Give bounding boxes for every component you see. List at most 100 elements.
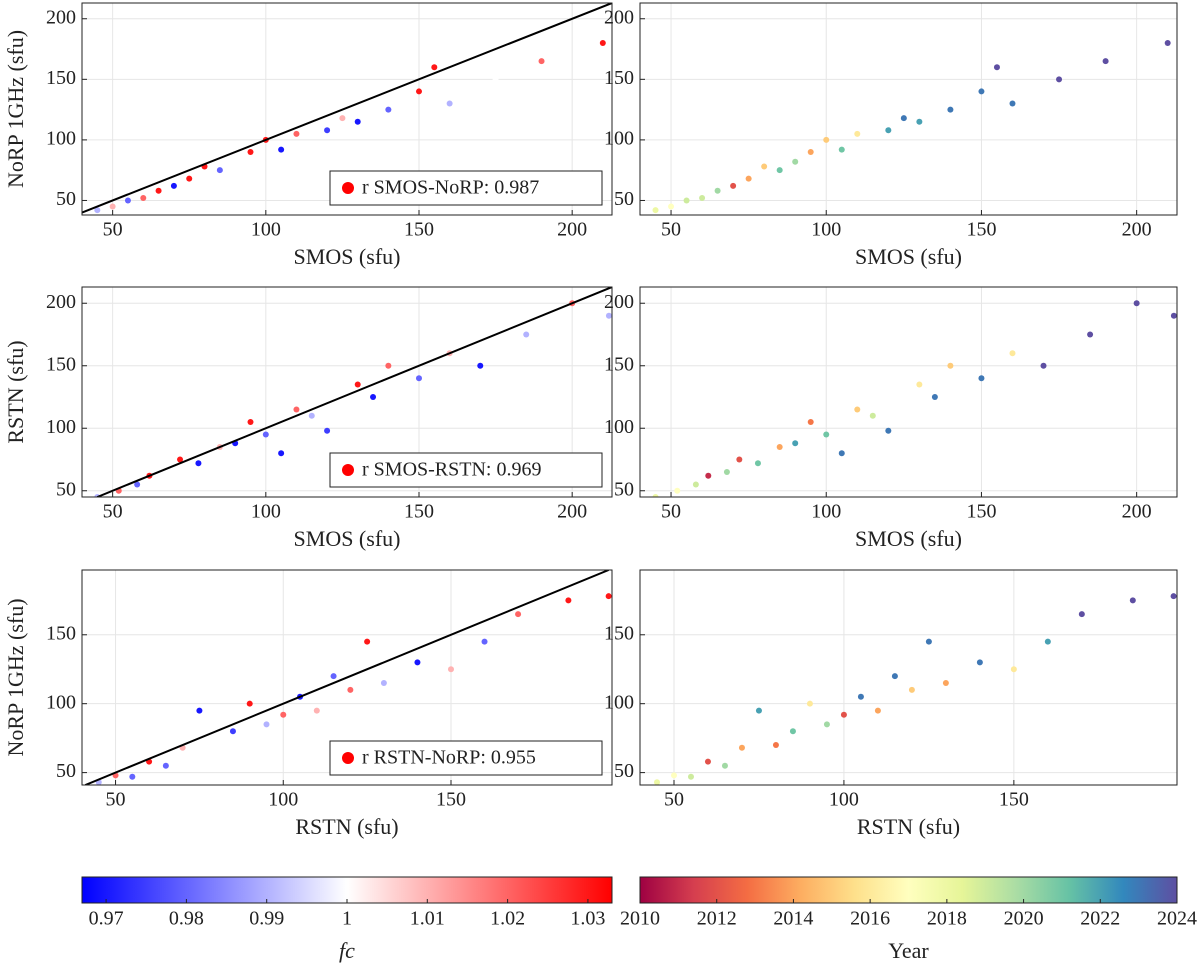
colorbar-label: Year xyxy=(888,938,929,963)
x-tick-label: 100 xyxy=(829,789,859,811)
point xyxy=(354,381,361,388)
colorbar-tick-label: 2012 xyxy=(697,908,737,930)
point xyxy=(736,456,743,463)
point xyxy=(916,118,923,125)
y-tick-label: 200 xyxy=(46,291,76,313)
point xyxy=(140,195,147,202)
point xyxy=(838,450,845,457)
plot-area xyxy=(640,3,1177,215)
point xyxy=(652,207,659,214)
colorbar-label: fc xyxy=(339,938,355,963)
point xyxy=(755,707,762,714)
point xyxy=(857,693,864,700)
legend-marker xyxy=(342,182,354,194)
y-tick-label: 50 xyxy=(614,478,634,500)
y-tick-label: 100 xyxy=(604,691,634,713)
point xyxy=(515,611,522,618)
point xyxy=(978,88,985,95)
point xyxy=(565,597,572,604)
y-axis-label: RSTN (sfu) xyxy=(3,340,28,443)
colorbar-tick-label: 2016 xyxy=(850,908,890,930)
x-tick-label: 150 xyxy=(404,501,434,523)
x-tick-label: 150 xyxy=(966,219,996,241)
axes-frame xyxy=(639,569,1178,786)
y-tick-label: 150 xyxy=(46,622,76,644)
x-axis-label: SMOS (sfu) xyxy=(294,526,401,551)
y-tick-label: 50 xyxy=(614,188,634,210)
point xyxy=(324,127,331,134)
point xyxy=(772,742,779,749)
point xyxy=(931,394,938,400)
colorbar-tick-label: 0.99 xyxy=(249,908,284,930)
point xyxy=(792,158,799,165)
point xyxy=(885,127,892,134)
y-tick-label: 150 xyxy=(604,622,634,644)
point xyxy=(599,39,606,46)
legend-box xyxy=(329,170,603,206)
colorbar-tick-label: 2010 xyxy=(620,908,660,930)
point xyxy=(124,197,131,204)
legend-label: r SMOS-NoRP: 0.987 xyxy=(362,177,539,199)
point xyxy=(1102,58,1109,65)
point xyxy=(330,673,337,680)
point xyxy=(1044,638,1051,645)
point xyxy=(704,758,711,765)
point xyxy=(754,460,761,467)
x-axis-label: SMOS (sfu) xyxy=(294,244,401,269)
x-tick-label: 150 xyxy=(999,789,1029,811)
point xyxy=(714,187,721,194)
point xyxy=(354,118,361,125)
point xyxy=(1010,666,1017,673)
points xyxy=(652,300,1177,497)
y-tick-label: 50 xyxy=(56,760,76,782)
x-axis-label: SMOS (sfu) xyxy=(855,526,962,551)
x-tick-label: 150 xyxy=(966,501,996,523)
point xyxy=(109,203,116,210)
colorbar-tick-label: 2022 xyxy=(1080,908,1120,930)
point xyxy=(993,64,1000,71)
point xyxy=(885,427,892,434)
point xyxy=(699,195,706,202)
point xyxy=(293,406,300,413)
point xyxy=(195,460,202,467)
x-tick-label: 50 xyxy=(106,789,126,811)
point xyxy=(415,375,422,382)
point xyxy=(925,638,932,645)
colorbar-tick-label: 1.02 xyxy=(490,908,525,930)
point xyxy=(670,772,677,779)
points xyxy=(652,39,1171,214)
x-tick-label: 150 xyxy=(436,789,466,811)
colorbar-tick-label: 2014 xyxy=(773,908,813,930)
point xyxy=(942,680,949,687)
y-tick-label: 50 xyxy=(56,478,76,500)
point xyxy=(164,469,171,475)
x-tick-label: 100 xyxy=(251,219,281,241)
point xyxy=(170,182,177,189)
y-tick-label: 50 xyxy=(614,760,634,782)
point xyxy=(447,666,454,673)
point xyxy=(823,431,830,438)
x-axis-label: SMOS (sfu) xyxy=(855,244,962,269)
point xyxy=(738,744,745,751)
point xyxy=(976,659,983,666)
legend-box xyxy=(329,452,603,488)
x-tick-label: 200 xyxy=(1122,501,1152,523)
point xyxy=(854,130,861,137)
y-tick-label: 100 xyxy=(604,127,634,149)
axes-frame xyxy=(639,286,1178,498)
point xyxy=(891,673,898,680)
point xyxy=(247,149,254,156)
point xyxy=(1170,312,1177,319)
point xyxy=(364,638,371,645)
point xyxy=(481,638,488,645)
point xyxy=(278,450,285,457)
y-tick-label: 150 xyxy=(46,67,76,89)
point xyxy=(745,175,752,182)
point xyxy=(908,686,915,693)
point xyxy=(313,707,320,714)
point xyxy=(477,362,484,369)
point xyxy=(246,700,253,707)
point xyxy=(1170,593,1177,600)
y-tick-label: 150 xyxy=(604,67,634,89)
point xyxy=(869,412,876,419)
